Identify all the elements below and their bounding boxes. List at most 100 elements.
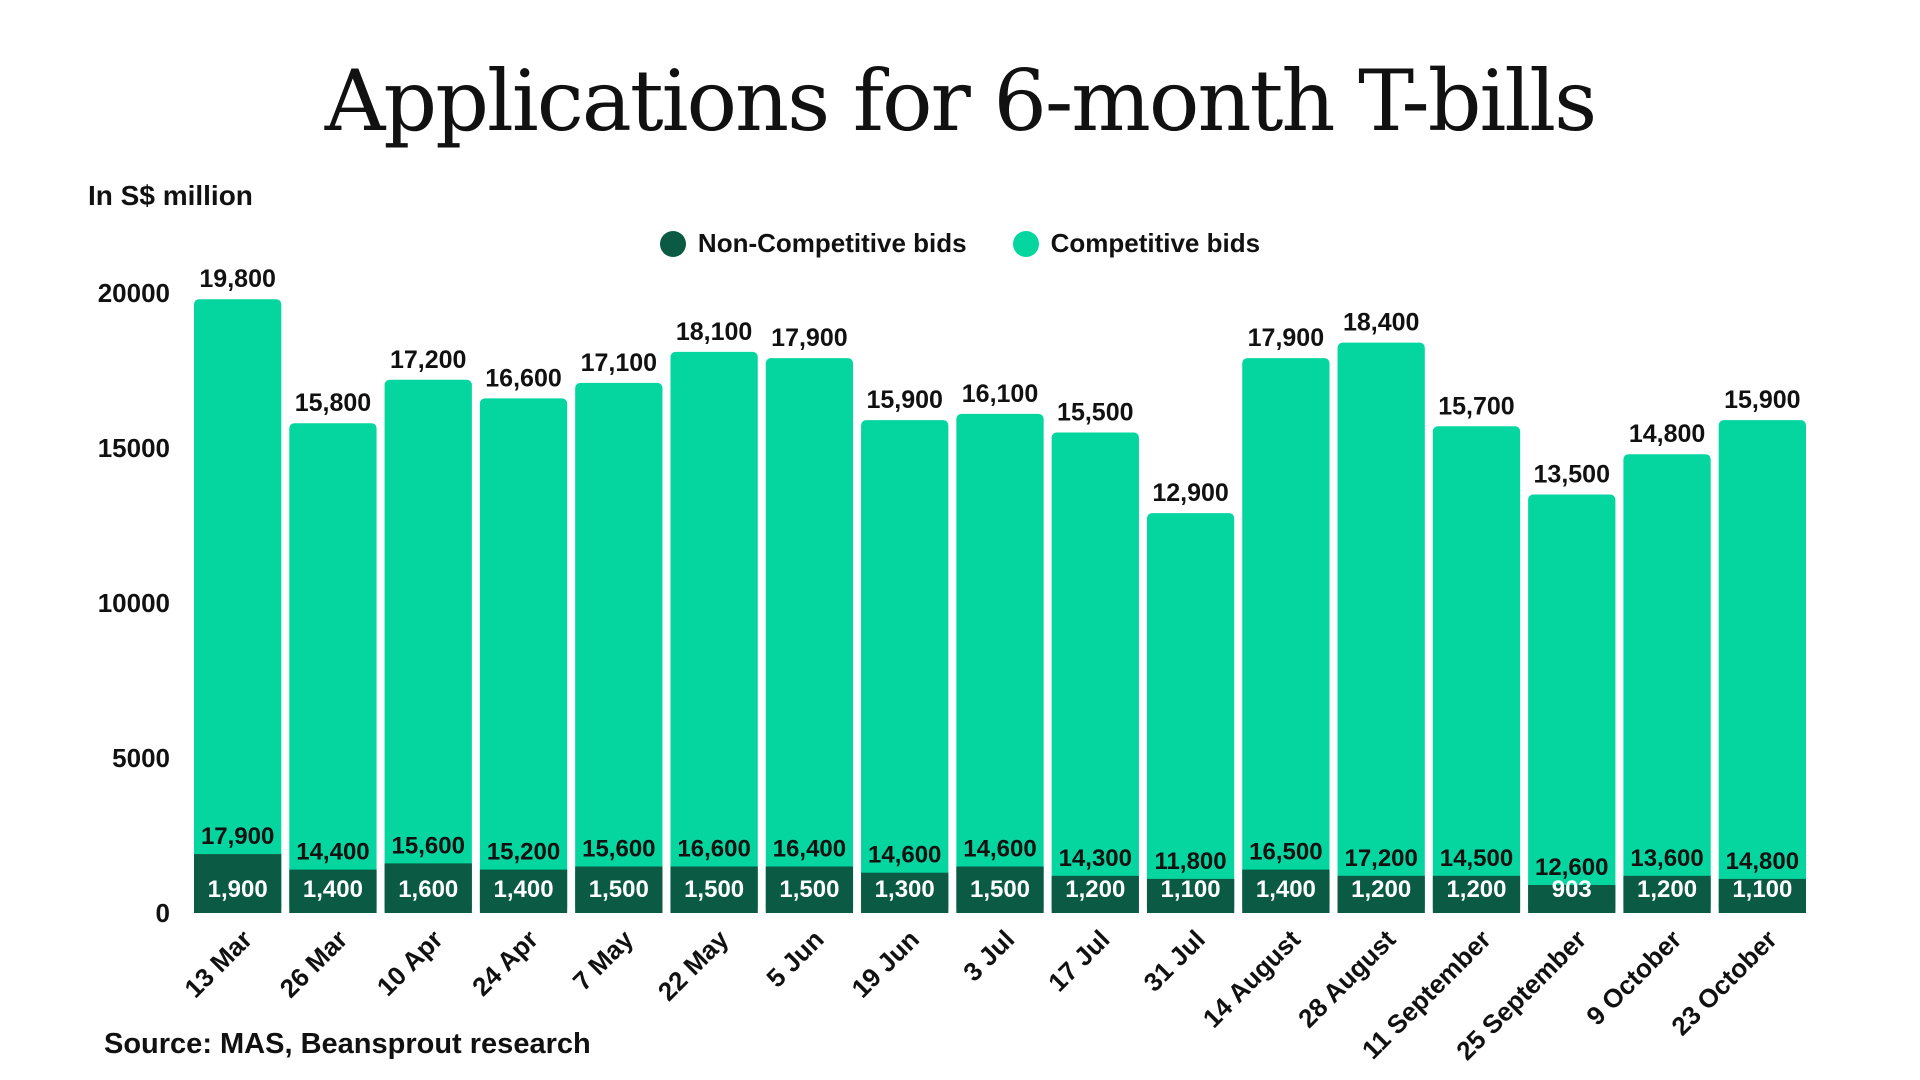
bar-non-competitive — [1718, 878, 1806, 913]
competitive-data-label: 11,800 — [1155, 848, 1227, 875]
bar-competitive — [956, 413, 1044, 913]
y-tick-label: 20000 — [98, 278, 170, 308]
competitive-data-label: 16,600 — [677, 836, 750, 863]
bar-non-competitive — [1432, 875, 1521, 913]
chart-title: Applications for 6-month T-bills — [324, 52, 1597, 150]
total-data-label: 17,100 — [581, 349, 657, 377]
total-data-label: 17,900 — [771, 324, 847, 352]
legend-dot-icon — [1012, 230, 1039, 257]
bar-non-competitive — [956, 866, 1044, 913]
bar-non-competitive — [289, 869, 377, 913]
competitive-data-label: 14,600 — [868, 842, 941, 869]
bar-non-competitive — [194, 854, 282, 913]
competitive-data-label: 16,500 — [1249, 839, 1322, 866]
y-axis-unit-label: In S$ million — [88, 180, 253, 211]
bar-competitive — [1718, 420, 1806, 913]
bar-non-competitive — [1528, 885, 1616, 913]
non-competitive-data-label: 1,100 — [1161, 876, 1221, 903]
total-data-label: 17,900 — [1248, 324, 1324, 352]
bar-non-competitive — [1623, 875, 1711, 913]
total-data-label: 18,100 — [676, 318, 752, 346]
legend-label: Non-Competitive bids — [697, 228, 967, 258]
bar-competitive — [194, 299, 282, 913]
competitive-data-label: 12,600 — [1535, 854, 1608, 881]
x-tick-label: 3 Jul — [957, 924, 1020, 987]
competitive-data-label: 14,600 — [963, 836, 1036, 863]
bar-non-competitive — [1337, 875, 1425, 913]
non-competitive-data-label: 1,400 — [1256, 876, 1316, 903]
bar-competitive — [1528, 494, 1616, 913]
total-data-label: 12,900 — [1152, 479, 1228, 507]
bar-non-competitive — [575, 866, 663, 913]
bar-competitive — [861, 420, 949, 913]
non-competitive-data-label: 1,500 — [779, 876, 839, 903]
total-data-label: 14,800 — [1629, 420, 1705, 448]
legend-item-non-competitive: Non-Competitive bids — [659, 228, 967, 259]
competitive-data-label: 14,400 — [296, 839, 369, 866]
bar-non-competitive — [1146, 878, 1235, 913]
bar-competitive — [1337, 342, 1425, 914]
total-data-label: 16,600 — [485, 364, 561, 392]
y-tick-label: 0 — [156, 898, 170, 928]
x-tick-label: 31 Jul — [1137, 924, 1210, 997]
total-data-label: 15,500 — [1057, 399, 1133, 427]
competitive-data-label: 17,200 — [1344, 845, 1417, 872]
bar-competitive — [479, 398, 568, 913]
source-note: Source: MAS, Beansprout research — [104, 1028, 591, 1060]
bar-non-competitive — [1051, 875, 1139, 913]
legend-item-competitive: Competitive bids — [1012, 228, 1261, 259]
non-competitive-data-label: 1,600 — [398, 876, 458, 903]
non-competitive-data-label: 1,400 — [303, 876, 363, 903]
bar-non-competitive — [765, 866, 854, 913]
total-data-label: 15,900 — [866, 386, 942, 414]
x-tick-label: 22 May — [652, 924, 735, 1007]
bar-competitive — [1146, 513, 1235, 913]
bar-competitive — [289, 423, 377, 913]
total-data-label: 15,900 — [1724, 386, 1800, 414]
total-data-label: 13,500 — [1534, 461, 1610, 489]
competitive-data-label: 16,400 — [773, 836, 846, 863]
non-competitive-data-label: 1,500 — [684, 876, 744, 903]
x-tick-label: 10 Apr — [371, 924, 449, 1002]
bar-competitive — [575, 382, 663, 913]
x-tick-label: 5 Jun — [760, 924, 829, 993]
competitive-data-label: 15,600 — [582, 836, 655, 863]
x-tick-label: 26 Mar — [274, 924, 353, 1003]
total-data-label: 15,800 — [295, 389, 371, 417]
non-competitive-data-label: 1,500 — [589, 876, 649, 903]
bar-competitive — [1051, 432, 1139, 913]
competitive-data-label: 14,500 — [1440, 845, 1513, 872]
bar-non-competitive — [861, 872, 949, 913]
non-competitive-data-label: 1,200 — [1351, 876, 1411, 903]
legend-label: Competitive bids — [1050, 228, 1261, 258]
x-tick-label: 14 August — [1197, 924, 1307, 1034]
competitive-data-label: 13,600 — [1630, 845, 1703, 872]
x-tick-label: 19 Jun — [845, 924, 924, 1003]
bar-competitive — [384, 379, 472, 913]
y-tick-label: 10000 — [98, 588, 170, 618]
bar-non-competitive — [1242, 869, 1330, 913]
x-tick-label: 24 Apr — [466, 924, 544, 1002]
bar-competitive — [670, 351, 758, 913]
competitive-data-label: 14,800 — [1726, 848, 1799, 875]
total-data-label: 17,200 — [390, 346, 466, 374]
y-tick-label: 5000 — [112, 743, 170, 773]
competitive-data-label: 15,600 — [392, 832, 465, 859]
bar-competitive — [1623, 454, 1711, 913]
bar-non-competitive — [670, 866, 758, 913]
competitive-data-label: 15,200 — [487, 839, 560, 866]
total-data-label: 16,100 — [962, 380, 1038, 408]
bar-non-competitive — [479, 869, 568, 913]
x-tick-label: 7 May — [567, 924, 640, 997]
non-competitive-data-label: 1,400 — [493, 876, 553, 903]
competitive-data-label: 17,900 — [201, 823, 274, 850]
non-competitive-data-label: 1,900 — [208, 876, 268, 903]
legend: Non-Competitive bids Competitive bids — [0, 228, 1920, 259]
non-competitive-data-label: 1,200 — [1637, 876, 1697, 903]
non-competitive-data-label: 1,500 — [970, 876, 1030, 903]
competitive-data-label: 14,300 — [1059, 845, 1132, 872]
legend-dot-icon — [659, 230, 686, 257]
total-data-label: 19,800 — [199, 265, 275, 293]
bar-competitive — [765, 358, 854, 914]
